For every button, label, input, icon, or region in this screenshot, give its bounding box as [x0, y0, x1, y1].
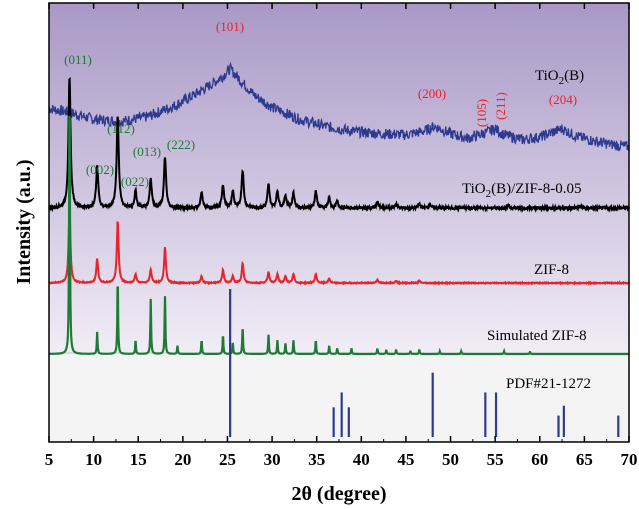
annotations-layer: (101) (200) (105) (211) (204) (011) (112) (002)…: [64, 19, 577, 189]
annotation-zif8-1: (112): [107, 121, 135, 136]
annotation-tio2b-4: (204): [549, 92, 577, 107]
x-tick-label: 50: [442, 450, 459, 469]
series-composite-line: [48, 76, 630, 214]
x-tick-label: 60: [531, 450, 548, 469]
series-label-4: PDF#21-1272: [506, 376, 591, 392]
annotation-zif8-3: (022): [121, 174, 149, 189]
series-label-0: TiO2(B): [535, 68, 584, 87]
annotation-tio2b-2: (105): [474, 99, 489, 127]
series-label-2: ZIF-8: [534, 262, 569, 278]
series-simulated-zif8-line: [49, 115, 629, 356]
series-zif8-line: [48, 209, 630, 286]
x-tick-label: 30: [264, 450, 281, 469]
series-label-1: TiO2(B)/ZIF-8-0.05: [462, 181, 582, 200]
annotation-zif8-5: (222): [167, 137, 195, 152]
annotation-zif8-4: (013): [133, 144, 161, 159]
x-tick-label: 5: [45, 450, 54, 469]
x-tick-label: 70: [621, 450, 638, 469]
series-label-3: Simulated ZIF-8: [487, 328, 587, 344]
annotation-zif8-0: (011): [64, 52, 92, 67]
x-tick-label: 35: [308, 450, 325, 469]
x-tick-label: 20: [174, 450, 191, 469]
annotation-tio2b-1: (200): [418, 86, 446, 101]
x-axis-ticks: 5 10 15 20 25 30 35 40 45 50 55 60 65 70: [45, 3, 638, 469]
lower-band: [49, 353, 629, 442]
annotation-tio2b-3: (211): [493, 92, 508, 120]
x-tick-label: 10: [85, 450, 102, 469]
x-tick-label: 40: [353, 450, 370, 469]
x-tick-label: 45: [397, 450, 414, 469]
annotation-tio2b-0: (101): [216, 19, 244, 34]
series-labels-layer: TiO2(B) TiO2(B)/ZIF-8-0.05 ZIF-8 Simulated …: [462, 68, 591, 392]
x-tick-label: 15: [130, 450, 147, 469]
x-axis-title: 2θ (degree): [291, 483, 386, 505]
x-tick-label: 65: [576, 450, 593, 469]
x-tick-label: 55: [487, 450, 504, 469]
y-axis-title: Intensity (a.u.): [13, 159, 35, 284]
upper-band: [49, 3, 629, 353]
annotation-zif8-2: (002): [86, 162, 114, 177]
series-tio2b-line: [48, 61, 630, 152]
x-tick-label: 25: [219, 450, 236, 469]
series-layer: [48, 61, 630, 437]
